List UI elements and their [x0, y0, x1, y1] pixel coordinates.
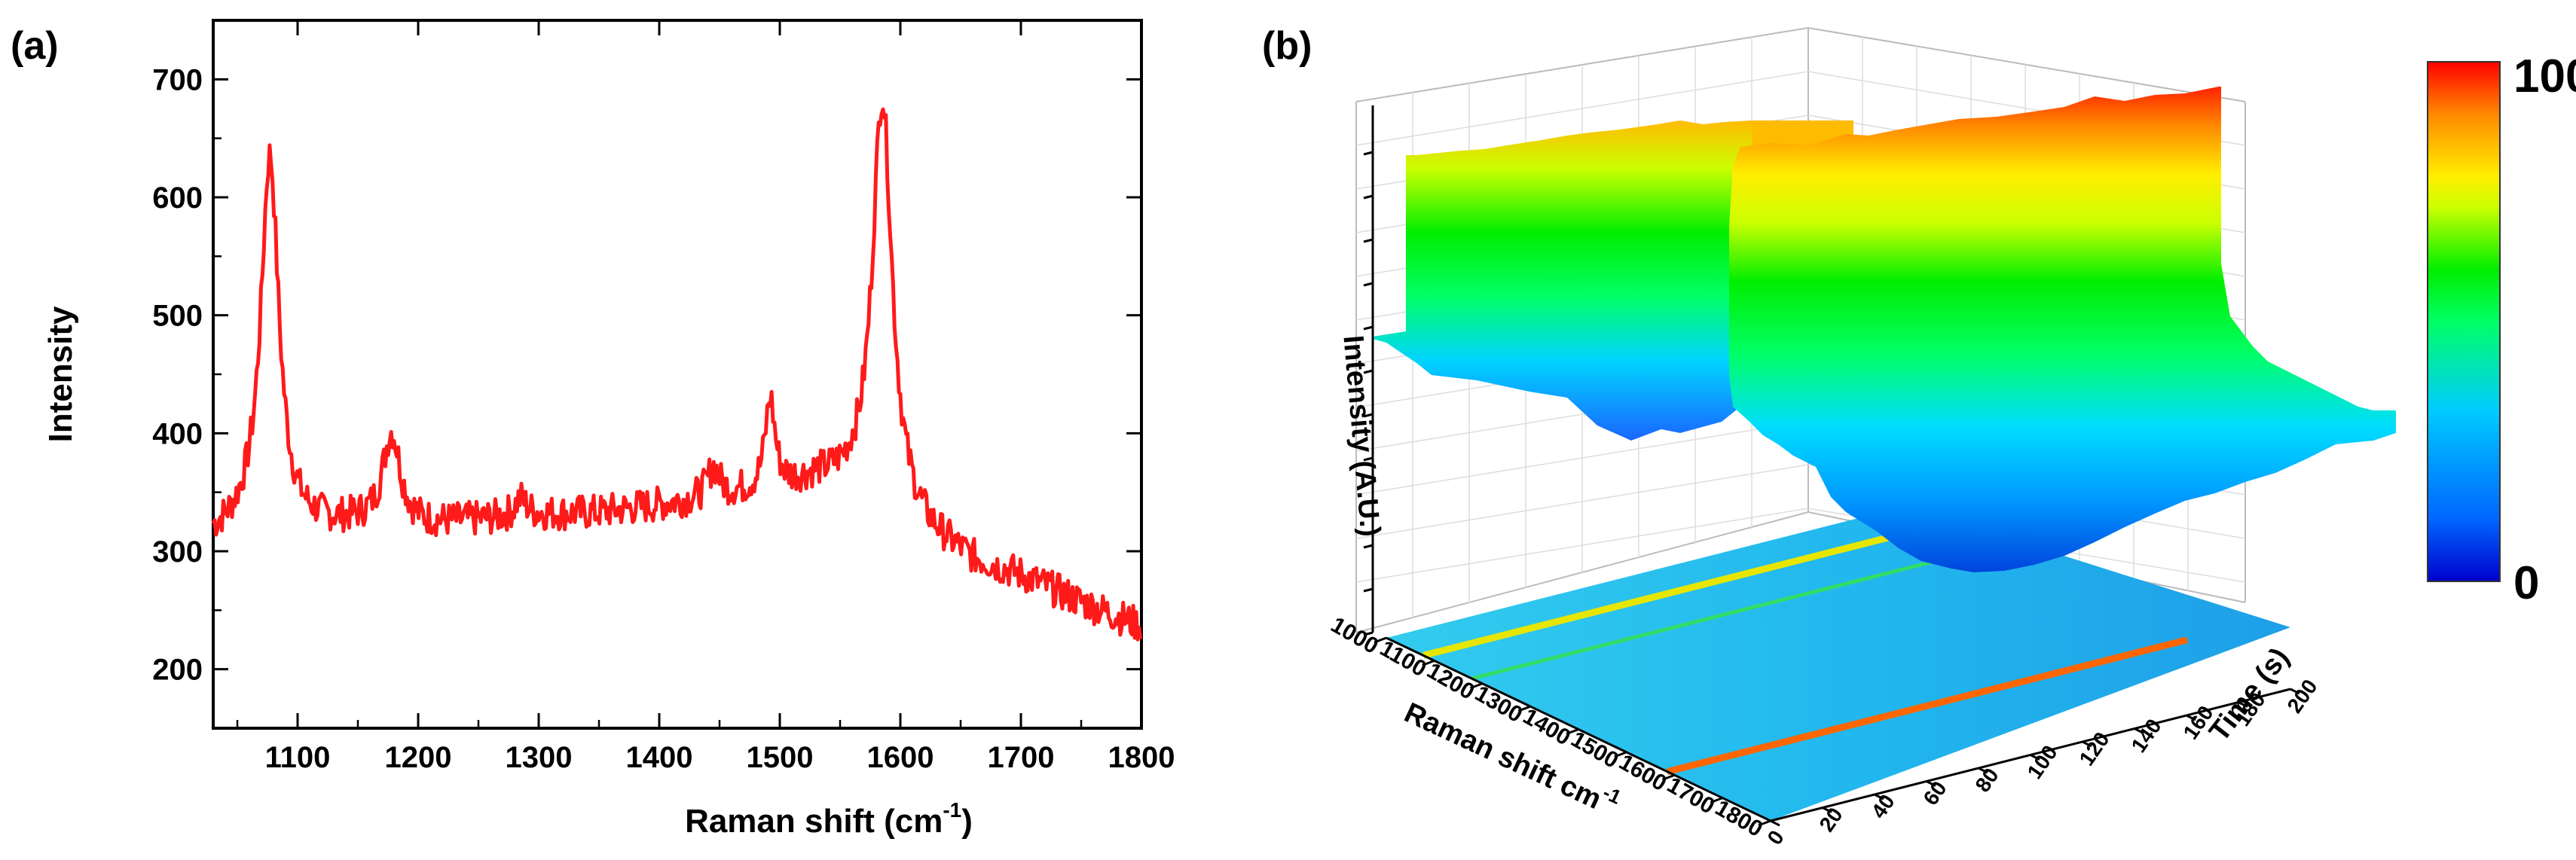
- x-tick: [1469, 682, 1484, 690]
- floor-peak-stripe: [1422, 520, 1945, 659]
- panel-b-colorbar: [2427, 61, 2501, 582]
- x-tick: [1374, 636, 1387, 644]
- panel-a-y-axis-label: Intensity: [42, 306, 79, 442]
- x-tick-label: 1500: [747, 741, 814, 774]
- x-tick: [1517, 705, 1531, 712]
- y-tick-label: 120: [2075, 727, 2114, 770]
- floor-peak-stripe: [1666, 636, 2189, 776]
- panel-a-tick-labels: 1100 1200 1300 1400 1500 1600 1700 1800 200 300 40…: [152, 63, 1175, 774]
- x-tick-label: 1200: [385, 741, 452, 774]
- x-tick-label: 1100: [265, 741, 331, 774]
- x-tick-label: 1300: [506, 741, 573, 774]
- y-tick-label: 700: [152, 63, 203, 96]
- panel-b-label: (b): [1262, 24, 1312, 68]
- floor-edge-y: [1770, 688, 2291, 822]
- panel-b-colorbar-min-label: 0: [2513, 557, 2539, 609]
- panel-b-y-axis-label: Time (s): [2203, 642, 2295, 748]
- panel-a-label: (a): [11, 24, 59, 68]
- panel-a: (a) 1100 1200 1300 1400 1500 1600 1700 1800 200 3…: [11, 19, 1175, 840]
- z-tick: [1363, 282, 1374, 287]
- z-tick: [1363, 325, 1374, 331]
- x-tick: [1710, 797, 1723, 804]
- z-tick: [1363, 544, 1374, 549]
- x-tick-label: 1700: [988, 741, 1055, 774]
- y-tick-label: 300: [152, 535, 203, 569]
- y-tick-label: 500: [152, 300, 203, 333]
- x-tick: [1566, 728, 1579, 735]
- panel-b: (b) 100011001200130014001500160017001800…: [1262, 24, 2576, 849]
- y-tick-label: 0: [1763, 826, 1789, 849]
- x-tick: [1422, 659, 1435, 666]
- y-tick-label: 400: [152, 417, 203, 450]
- z-tick: [1363, 587, 1374, 593]
- y-tick-label: 200: [2283, 675, 2322, 717]
- z-tick: [1363, 413, 1374, 418]
- z-tick: [1363, 151, 1374, 156]
- x-tick: [1661, 773, 1676, 781]
- floor-peak-stripe: [1471, 544, 1993, 681]
- x-tick-label: 1400: [626, 741, 693, 774]
- panel-a-x-axis-label: Raman shift (cm-1): [685, 798, 973, 840]
- panel-b-z-ticks: [1363, 105, 1374, 636]
- panel-a-series-line: [211, 107, 1143, 642]
- z-tick: [1363, 238, 1374, 243]
- panel-b-colorbar-max-label: 100: [2513, 50, 2576, 102]
- panel-a-plot-frame: [212, 19, 1143, 730]
- y-tick-label: 600: [152, 181, 203, 215]
- x-tick: [1614, 751, 1627, 758]
- x-tick-label: 1600: [867, 741, 934, 774]
- z-tick: [1363, 500, 1374, 505]
- panel-b-floor-peak-stripes: [1422, 520, 2189, 776]
- panel-b-floor-projection: [1386, 506, 2290, 821]
- panel-a-ticks: [213, 20, 1143, 728]
- z-tick: [1363, 631, 1374, 636]
- x-tick: [1758, 819, 1771, 827]
- panel-b-surface-front: [1729, 87, 2396, 572]
- panel-b-surface-back: [1373, 120, 1752, 441]
- y-tick-label: 140: [2127, 715, 2166, 757]
- y-tick-label: 100: [2023, 741, 2062, 783]
- x-tick-label: 1000: [1327, 612, 1383, 659]
- y-tick: [2290, 688, 2300, 695]
- z-tick: [1363, 456, 1374, 462]
- y-tick-label: 200: [152, 654, 203, 687]
- z-tick: [1363, 194, 1374, 200]
- x-tick-label: 1800: [1108, 741, 1175, 774]
- panel-b-z-axis-label: Intensity (A.U.): [1337, 334, 1386, 538]
- z-tick: [1363, 369, 1374, 374]
- floor-edge-x: [1386, 636, 1771, 822]
